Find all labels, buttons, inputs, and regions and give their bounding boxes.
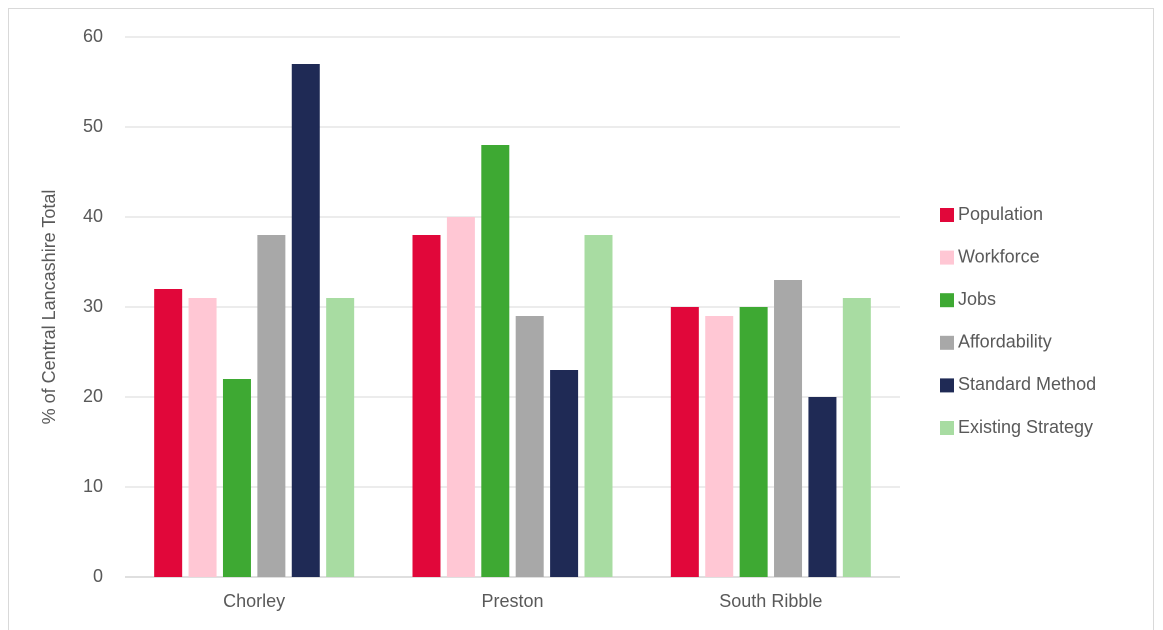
legend-label: Existing Strategy <box>958 417 1093 437</box>
legend-swatch <box>940 208 954 222</box>
x-tick-label: South Ribble <box>719 591 822 611</box>
gridlines <box>125 36 900 578</box>
bar <box>481 145 510 577</box>
bar <box>808 397 837 577</box>
legend-swatch <box>940 378 954 393</box>
y-tick-label: 10 <box>83 476 103 496</box>
bar <box>774 280 803 577</box>
bar <box>446 217 475 577</box>
bar <box>739 307 768 577</box>
bar <box>584 235 613 577</box>
y-tick-label: 20 <box>83 386 103 406</box>
bar <box>188 298 217 577</box>
bar <box>550 370 579 577</box>
bar <box>291 64 320 577</box>
bar <box>412 235 441 577</box>
legend-label: Jobs <box>958 289 996 309</box>
bar <box>326 298 355 577</box>
bar <box>842 298 871 577</box>
y-tick-label: 60 <box>83 26 103 46</box>
legend-label: Affordability <box>958 332 1052 352</box>
bar <box>515 316 544 577</box>
x-axis-ticks: Chorley Preston South Ribble <box>223 591 822 611</box>
y-tick-label: 30 <box>83 296 103 316</box>
x-tick-label: Chorley <box>223 591 285 611</box>
legend-swatch <box>940 421 954 435</box>
legend-swatch <box>940 250 954 265</box>
y-axis-ticks: 0 10 20 30 40 50 60 <box>83 26 103 586</box>
chart-frame <box>8 8 1154 630</box>
legend-label: Standard Method <box>958 374 1096 394</box>
legend-swatch <box>940 335 954 350</box>
y-tick-label: 40 <box>83 206 103 226</box>
x-tick-label: Preston <box>481 591 543 611</box>
bar <box>705 316 734 577</box>
bar <box>222 379 251 577</box>
y-tick-label: 50 <box>83 116 103 136</box>
bar <box>154 289 183 577</box>
legend-swatch <box>940 293 954 308</box>
bars <box>154 64 871 577</box>
legend-label: Population <box>958 204 1043 224</box>
bar <box>257 235 286 577</box>
bar <box>670 307 699 577</box>
legend-label: Workforce <box>958 246 1040 266</box>
y-tick-label: 0 <box>93 566 103 586</box>
legend: Population Workforce Jobs Affordability Stan… <box>940 204 1096 437</box>
y-axis-title: % of Central Lancashire Total <box>39 190 59 425</box>
